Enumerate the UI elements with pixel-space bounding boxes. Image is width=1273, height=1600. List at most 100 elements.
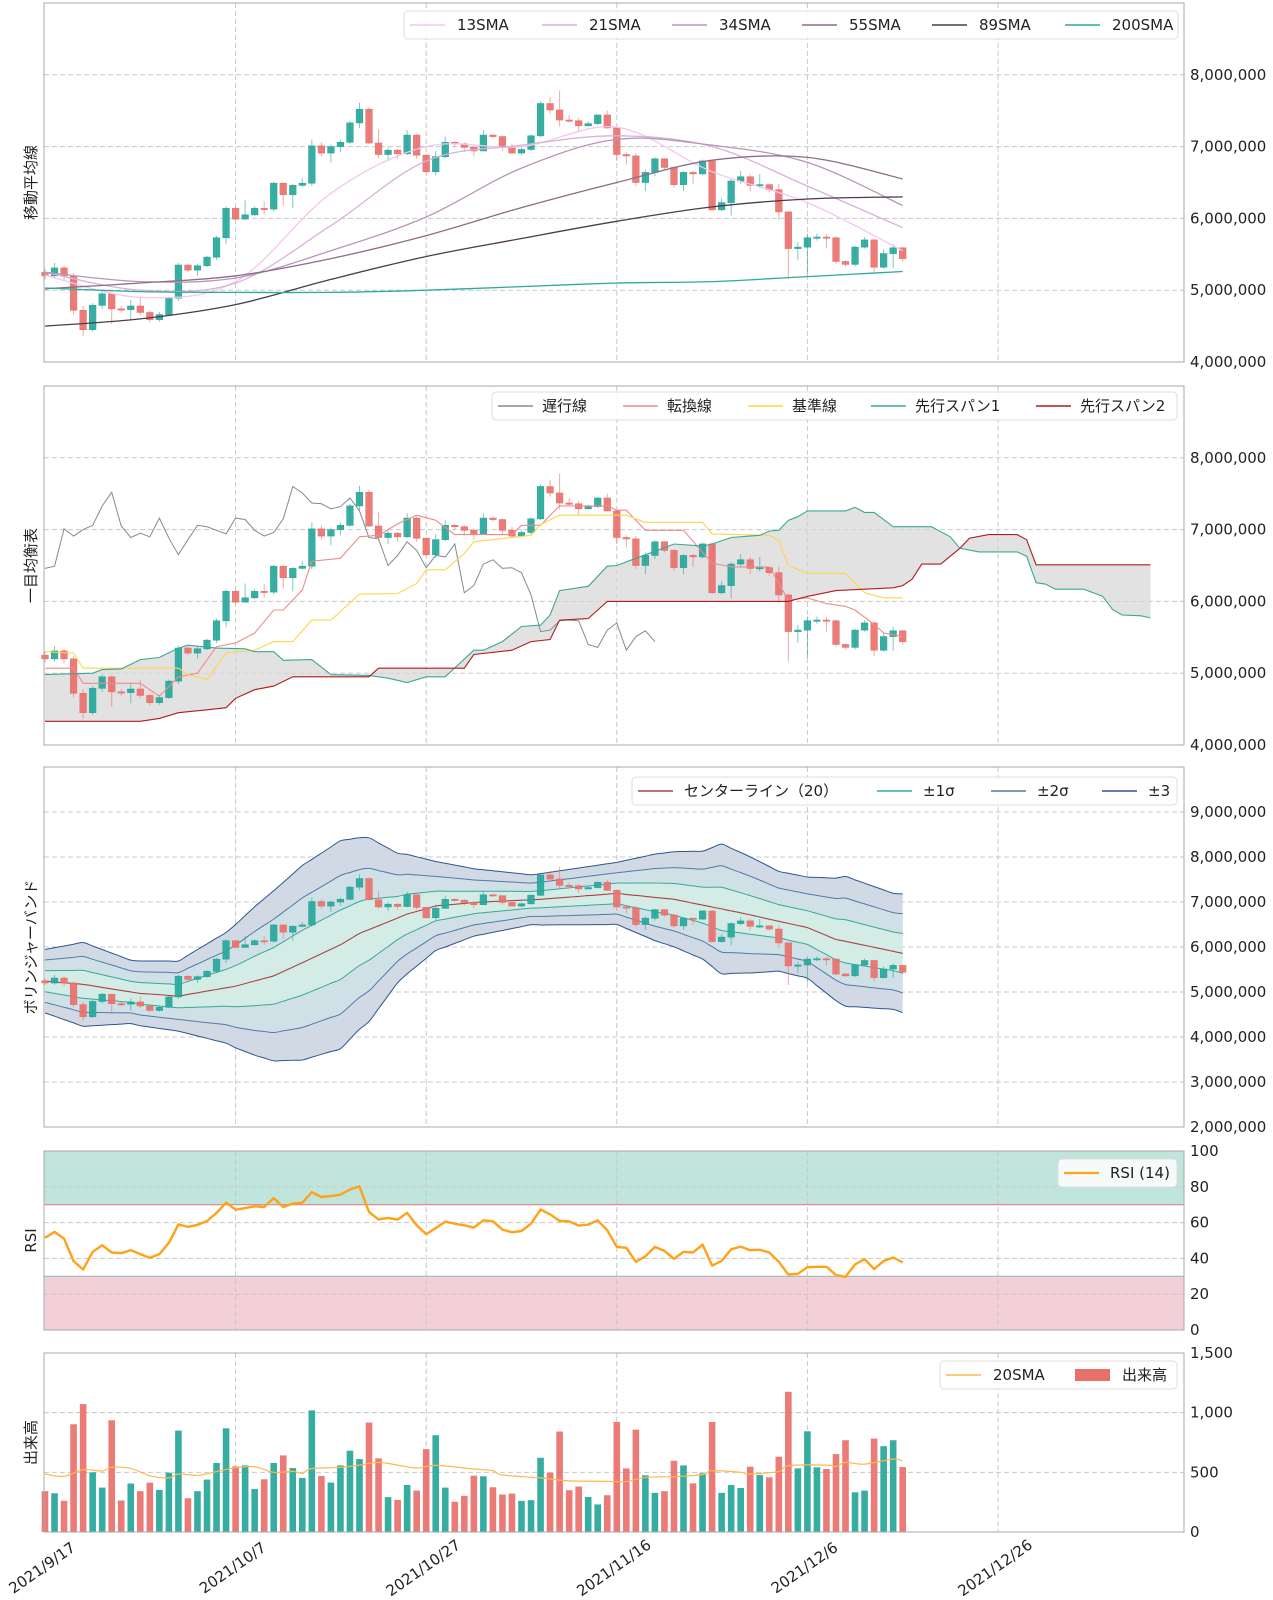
candle	[127, 300, 135, 321]
volume-bar	[413, 1490, 420, 1532]
volume-bar	[556, 1431, 563, 1532]
candle	[41, 978, 49, 986]
candle	[193, 646, 202, 659]
candle	[184, 646, 192, 656]
legend: 遅行線 転換線 基準線 先行スパン1 先行スパン2	[491, 391, 1178, 421]
legend-label: 基準線	[792, 397, 837, 415]
x-tick-label: 2021/11/16	[573, 1536, 654, 1600]
volume-bar	[270, 1463, 278, 1532]
candle-body	[308, 145, 316, 184]
volume-bar	[613, 1421, 621, 1532]
candle	[127, 998, 135, 1011]
y-tick-label: 500	[1190, 1463, 1219, 1481]
candle	[527, 134, 535, 151]
candle-body	[575, 885, 583, 890]
candle	[41, 651, 49, 663]
candle-body	[622, 537, 630, 540]
candle	[479, 130, 487, 152]
candle	[327, 900, 335, 912]
candle-body	[384, 149, 392, 155]
candle	[441, 895, 449, 910]
y-axis-title: RSI	[22, 1228, 40, 1252]
candle	[184, 263, 192, 273]
volume-bar	[241, 1465, 249, 1532]
y-tick-label: 2,000,000	[1190, 1118, 1266, 1136]
y-tick-label: 7,000,000	[1190, 893, 1266, 911]
candle-body	[556, 492, 564, 504]
candle-body	[222, 940, 230, 960]
candle	[556, 473, 564, 510]
candle	[632, 906, 640, 927]
candle-body	[746, 559, 754, 569]
candle-body	[622, 906, 630, 909]
candle-body	[727, 180, 735, 203]
volume-bar	[785, 1391, 792, 1532]
legend-box	[939, 1360, 1178, 1390]
candle-body	[232, 940, 240, 948]
candle-body	[346, 505, 354, 526]
candle	[355, 102, 364, 128]
legend-item: 34SMA	[672, 16, 772, 34]
candle	[89, 1000, 97, 1019]
candle-body	[432, 539, 440, 556]
y-tick-label: 60	[1190, 1214, 1209, 1232]
candle	[327, 527, 335, 546]
candle	[603, 110, 611, 129]
volume-bar	[470, 1475, 478, 1532]
candle	[470, 528, 478, 539]
volume-bar	[232, 1466, 239, 1532]
candle-body	[98, 676, 106, 689]
candle	[479, 513, 487, 535]
volume-bar	[708, 1421, 716, 1532]
candle	[222, 589, 230, 628]
candle	[651, 540, 659, 560]
candle	[403, 513, 411, 539]
candle-body	[127, 305, 135, 310]
candle	[241, 200, 249, 220]
candle	[622, 152, 630, 165]
volume-bar	[279, 1455, 287, 1532]
volume-bar	[842, 1440, 849, 1532]
candle-body	[613, 889, 621, 908]
candle-body	[489, 894, 497, 897]
volume-bar	[756, 1474, 764, 1532]
candle	[146, 694, 154, 706]
candle	[270, 564, 278, 595]
candle	[441, 519, 449, 542]
candle-body	[651, 909, 659, 919]
candle-body	[136, 305, 144, 313]
volume-bar	[108, 1420, 116, 1532]
candle	[384, 147, 392, 161]
candle	[346, 885, 354, 901]
candle	[517, 147, 526, 155]
volume-bar	[98, 1487, 106, 1532]
candle-body	[536, 103, 545, 137]
candle-body	[422, 154, 430, 173]
candle-body	[698, 910, 707, 920]
candle-body	[594, 114, 602, 124]
candle-body	[108, 993, 116, 1004]
candle-body	[641, 172, 649, 183]
candle-body	[193, 265, 202, 271]
candle-body	[346, 122, 354, 143]
candle-body	[117, 1003, 125, 1006]
candle-body	[89, 687, 97, 713]
candle	[127, 683, 135, 704]
volume-bar	[384, 1497, 392, 1532]
candle	[718, 581, 726, 595]
candle-body	[718, 936, 726, 942]
candle-body	[374, 142, 383, 155]
candle	[756, 919, 764, 929]
candle-body	[108, 676, 116, 693]
candle	[746, 556, 754, 575]
volume-bar	[184, 1498, 192, 1532]
candle	[784, 211, 792, 279]
candle-body	[289, 185, 297, 196]
candle	[365, 490, 373, 527]
candle-body	[289, 568, 297, 579]
legend-item: 21SMA	[542, 16, 642, 34]
candle	[794, 242, 802, 261]
rsi-line	[44, 1185, 904, 1278]
candle-body	[737, 920, 745, 924]
candle-body	[737, 559, 745, 565]
